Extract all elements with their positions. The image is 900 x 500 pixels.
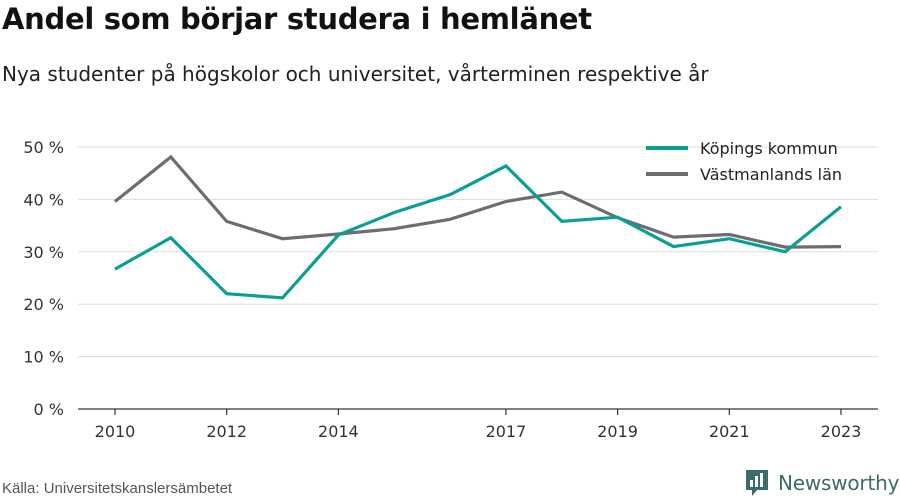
y-axis-ticks: 0 % 10 % 20 % 30 % 40 % 50 % (23, 138, 64, 419)
legend: Köpings kommun Västmanlands län (646, 139, 842, 184)
chart-title: Andel som börjar studera i hemlänet (2, 2, 592, 36)
y-tick-label: 30 % (23, 243, 64, 262)
x-tick-label: 2019 (597, 422, 638, 441)
newsworthy-logo-icon (746, 470, 768, 496)
y-tick-label: 40 % (23, 190, 64, 209)
newsworthy-logo: Newsworthy (744, 468, 899, 498)
x-axis: 2010 2012 2014 2017 2019 2021 2023 (78, 408, 878, 441)
series-line-1 (114, 154, 842, 249)
brand-name: Newsworthy (778, 471, 900, 495)
y-tick-label: 20 % (23, 295, 64, 314)
x-tick-label: 2010 (95, 422, 136, 441)
x-tick-label: 2021 (709, 422, 750, 441)
source-note: Källa: Universitetskanslersämbetet (2, 480, 233, 497)
chart-subtitle: Nya studenter på högskolor och universit… (2, 62, 709, 86)
x-tick-label: 2017 (486, 422, 527, 441)
x-tick-label: 2023 (821, 422, 862, 441)
y-tick-label: 50 % (23, 138, 64, 157)
line-chart: 0 % 10 % 20 % 30 % 40 % 50 % 2010 2012 2014 2017… (23, 138, 878, 441)
gridlines (78, 146, 878, 358)
series-line-0 (114, 163, 843, 300)
y-tick-label: 0 % (34, 400, 64, 419)
legend-label-1: Västmanlands län (700, 165, 842, 184)
x-tick-label: 2014 (318, 422, 359, 441)
legend-label-0: Köpings kommun (700, 139, 838, 158)
series-lines (114, 154, 843, 300)
y-tick-label: 10 % (23, 348, 64, 367)
x-tick-label: 2012 (206, 422, 247, 441)
